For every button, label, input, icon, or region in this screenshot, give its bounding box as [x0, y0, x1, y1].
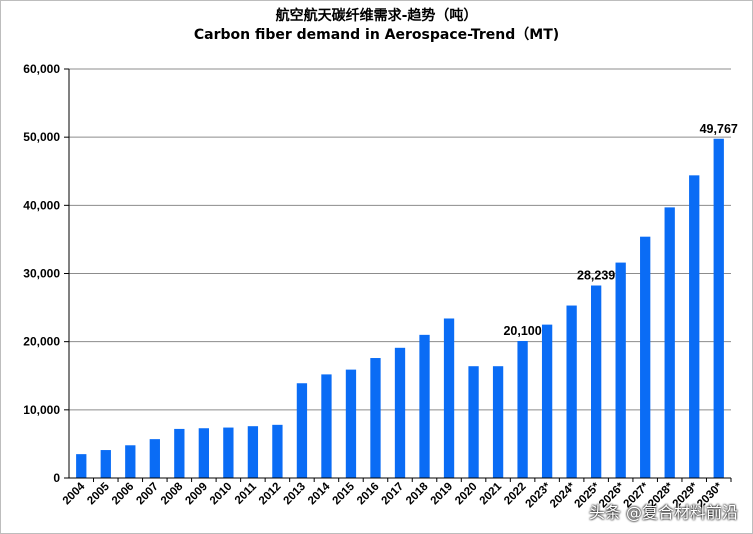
bar [272, 424, 283, 478]
bar [615, 262, 626, 478]
bar [76, 454, 87, 478]
chart-title: 航空航天碳纤维需求-趋势（吨） [275, 8, 478, 24]
bar [517, 340, 528, 478]
x-tick-label: 2005 [85, 480, 112, 507]
bar [443, 318, 455, 478]
bar [664, 207, 675, 478]
bar [468, 366, 479, 478]
watermark: 头条 @复合材料前沿 [588, 503, 738, 522]
y-tick-label: 60,000 [23, 62, 60, 76]
y-tick-label: 10,000 [23, 403, 60, 417]
bar [419, 334, 430, 478]
y-tick-label: 20,000 [23, 335, 60, 349]
x-tick-label: 2004 [61, 480, 88, 507]
bar [247, 426, 259, 478]
bar [125, 445, 136, 478]
bar [321, 374, 332, 478]
data-label: 28,239 [577, 269, 615, 283]
bar [345, 369, 357, 478]
x-tick-label: 2021 [478, 480, 505, 507]
bar [394, 347, 406, 478]
y-tick-label: 0 [53, 471, 60, 485]
x-tick-label: 2008 [159, 480, 186, 507]
x-tick-label: 2020 [453, 481, 480, 508]
x-tick-label: 2019 [429, 481, 456, 508]
bar [640, 236, 651, 478]
bar [198, 428, 209, 478]
x-tick-label: 2007 [134, 481, 161, 508]
chart-title-block: 航空航天碳纤维需求-趋势（吨） Carbon fiber demand in A… [1, 7, 752, 45]
bar [541, 324, 553, 479]
bar [566, 305, 577, 478]
x-tick-label: 2018 [404, 480, 431, 507]
x-tick-label: 2024* [548, 480, 578, 510]
data-label: 49,767 [700, 122, 738, 136]
y-tick-label: 30,000 [23, 267, 60, 281]
bar [713, 138, 724, 478]
x-tick-label: 2013 [281, 481, 308, 508]
bar [223, 427, 234, 478]
x-tick-label: 2017 [380, 481, 407, 508]
x-tick-label: 2016 [355, 481, 382, 508]
bar [100, 450, 111, 478]
chart-subtitle: Carbon fiber demand in Aerospace-Trend（M… [193, 27, 560, 43]
bars [76, 138, 724, 479]
x-tick-label: 2010 [208, 481, 235, 508]
x-tick-label: 2009 [183, 481, 210, 508]
x-tick-label: 2015 [330, 480, 357, 507]
y-tick-label: 50,000 [23, 130, 60, 144]
bar [492, 366, 504, 478]
x-tick-label: 2006 [110, 481, 137, 508]
data-label: 20,100 [503, 324, 541, 338]
bar [689, 175, 700, 478]
bar [296, 383, 308, 478]
x-tick-label: 2023* [523, 480, 553, 510]
y-tick-label: 40,000 [23, 198, 60, 212]
bar [591, 285, 602, 478]
data-labels: 20,100 28,239 49,767 [503, 122, 737, 338]
x-tick-label: 2014 [306, 480, 333, 507]
bar [174, 428, 185, 478]
bar [370, 358, 381, 478]
x-tick-label: 2011 [233, 480, 260, 507]
bar [149, 439, 160, 478]
x-tick-label: 2012 [257, 481, 284, 508]
